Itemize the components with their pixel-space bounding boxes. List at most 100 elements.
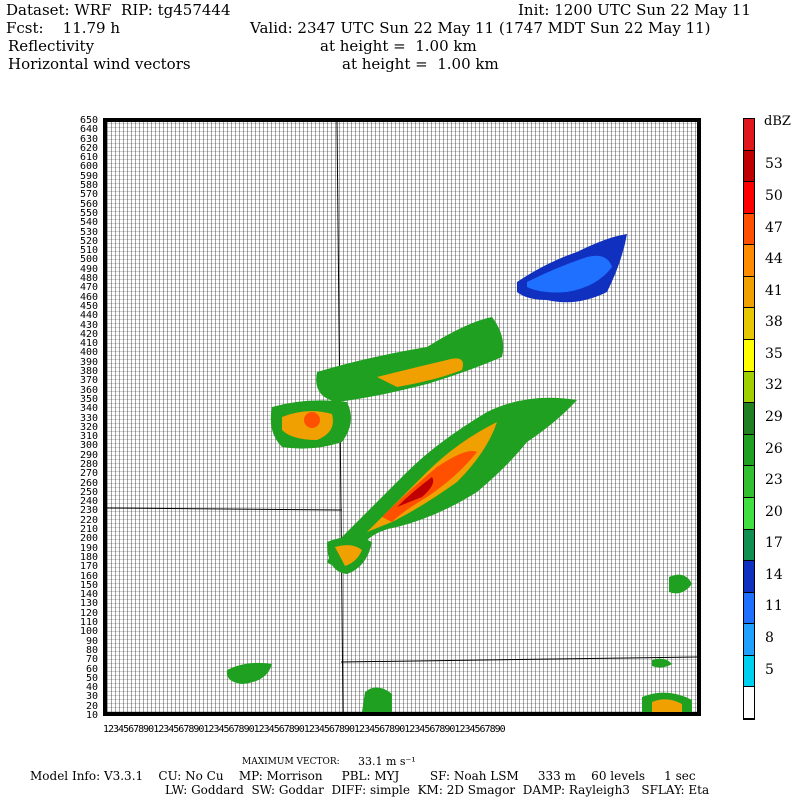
y-tick-label: 100 <box>79 626 98 638</box>
colorbar-label: 23 <box>765 472 783 489</box>
y-tick-label: 280 <box>79 458 98 470</box>
y-tick-label: 610 <box>79 152 98 164</box>
y-tick-label: 140 <box>79 589 98 601</box>
colorbar-label: 26 <box>765 440 783 457</box>
y-tick-label: 540 <box>79 217 98 229</box>
y-tick-label: 640 <box>79 124 98 136</box>
y-tick-label: 40 <box>85 682 98 694</box>
y-tick-label: 460 <box>79 291 98 303</box>
colorbar-segment <box>744 687 754 719</box>
colorbar-label: 44 <box>765 251 783 268</box>
y-tick-label: 360 <box>79 384 98 396</box>
echo-south <box>226 662 272 684</box>
y-tick-label: 290 <box>79 449 98 461</box>
y-axis-labels: 650 640 630 620 610 600 590 580 570 560 550 540 530 5… <box>60 115 98 721</box>
model-info: Model Info: V3.3.1 CU: No Cu MP: Morriso… <box>30 769 696 783</box>
colorbar-segment <box>744 561 754 593</box>
y-tick-label: 450 <box>79 300 98 312</box>
colorbar-label: 11 <box>765 598 783 615</box>
y-tick-label: 90 <box>85 635 98 647</box>
y-tick-label: 490 <box>79 263 98 275</box>
colorbar-segment <box>744 529 754 562</box>
reflectivity-overlay <box>107 122 697 712</box>
y-tick-label: 230 <box>79 505 98 517</box>
y-tick-label: 240 <box>79 496 98 508</box>
colorbar-label: 17 <box>765 535 783 552</box>
y-tick-label: 370 <box>79 375 98 387</box>
colorbar-segment <box>744 182 754 214</box>
colorbar-label: 35 <box>765 345 783 362</box>
colorbar-segment <box>744 655 754 688</box>
colorbar-segment <box>744 624 754 656</box>
colorbar-unit: dBZ <box>764 114 791 129</box>
state-boundary <box>107 507 343 511</box>
y-tick-label: 510 <box>79 245 98 257</box>
dataset-label: Dataset: WRF RIP: tg457444 <box>6 1 231 19</box>
y-tick-label: 580 <box>79 180 98 192</box>
y-tick-label: 300 <box>79 440 98 452</box>
y-tick-label: 410 <box>79 338 98 350</box>
colorbar-segment <box>744 466 754 498</box>
field-wind-level: at height = 1.00 km <box>342 55 499 73</box>
colorbar-segment <box>744 245 754 277</box>
y-tick-label: 80 <box>85 644 98 656</box>
init-time: Init: 1200 UTC Sun 22 May 11 <box>518 1 751 19</box>
y-tick-label: 560 <box>79 198 98 210</box>
colorbar-label: 5 <box>765 661 774 678</box>
y-tick-label: 190 <box>79 542 98 554</box>
y-tick-label: 440 <box>79 310 98 322</box>
colorbar-label: 38 <box>765 314 783 331</box>
colorbar-segment <box>744 308 754 341</box>
colorbar-label: 32 <box>765 377 783 394</box>
y-tick-label: 130 <box>79 598 98 610</box>
colorbar-segment <box>744 340 754 372</box>
y-tick-label: 150 <box>79 579 98 591</box>
y-tick-label: 530 <box>79 226 98 238</box>
y-tick-label: 470 <box>79 282 98 294</box>
y-tick-label: 310 <box>79 431 98 443</box>
y-tick-label: 330 <box>79 412 98 424</box>
y-tick-label: 430 <box>79 319 98 331</box>
y-tick-label: 160 <box>79 570 98 582</box>
colorbar-label: 47 <box>765 219 783 236</box>
y-tick-label: 110 <box>79 617 98 629</box>
colorbar-segment <box>744 497 754 530</box>
y-tick-label: 600 <box>79 161 98 173</box>
state-boundary <box>340 656 697 663</box>
map-plot-area <box>103 118 701 716</box>
max-vector-value: 33.1 m s⁻¹ <box>358 755 416 768</box>
y-tick-label: 340 <box>79 403 98 415</box>
y-tick-label: 180 <box>79 551 98 563</box>
y-tick-label: 380 <box>79 366 98 378</box>
forecast-hour: Fcst: 11.79 h <box>6 19 121 37</box>
colorbar-segment <box>744 434 754 467</box>
y-tick-label: 50 <box>85 672 98 684</box>
y-tick-label: 500 <box>79 254 98 266</box>
colorbar-label: 8 <box>765 630 774 647</box>
y-tick-label: 480 <box>79 273 98 285</box>
field-reflectivity: Reflectivity <box>8 37 95 55</box>
colorbar-label: 14 <box>765 566 783 583</box>
colorbar-segment <box>744 403 754 435</box>
y-tick-label: 550 <box>79 207 98 219</box>
y-tick-label: 70 <box>85 654 98 666</box>
colorbar-label: 29 <box>765 409 783 425</box>
y-tick-label: 570 <box>79 189 98 201</box>
y-tick-label: 650 <box>79 115 98 126</box>
colorbar-segment <box>744 213 754 246</box>
field-wind: Horizontal wind vectors <box>8 55 191 73</box>
y-tick-label: 420 <box>79 328 98 340</box>
y-tick-label: 30 <box>85 691 98 703</box>
colorbar-label: 53 <box>765 156 783 173</box>
valid-time: Valid: 2347 UTC Sun 22 May 11 (1747 MDT … <box>250 19 711 37</box>
y-tick-label: 520 <box>79 235 98 247</box>
y-tick-label: 170 <box>79 561 98 573</box>
colorbar-segment <box>744 371 754 404</box>
y-tick-label: 270 <box>79 468 98 480</box>
field-reflectivity-level: at height = 1.00 km <box>320 37 477 55</box>
y-tick-label: 210 <box>79 524 98 536</box>
y-tick-label: 620 <box>79 142 98 154</box>
colorbar <box>743 118 755 720</box>
y-tick-label: 10 <box>85 710 98 721</box>
y-tick-label: 390 <box>79 356 98 368</box>
